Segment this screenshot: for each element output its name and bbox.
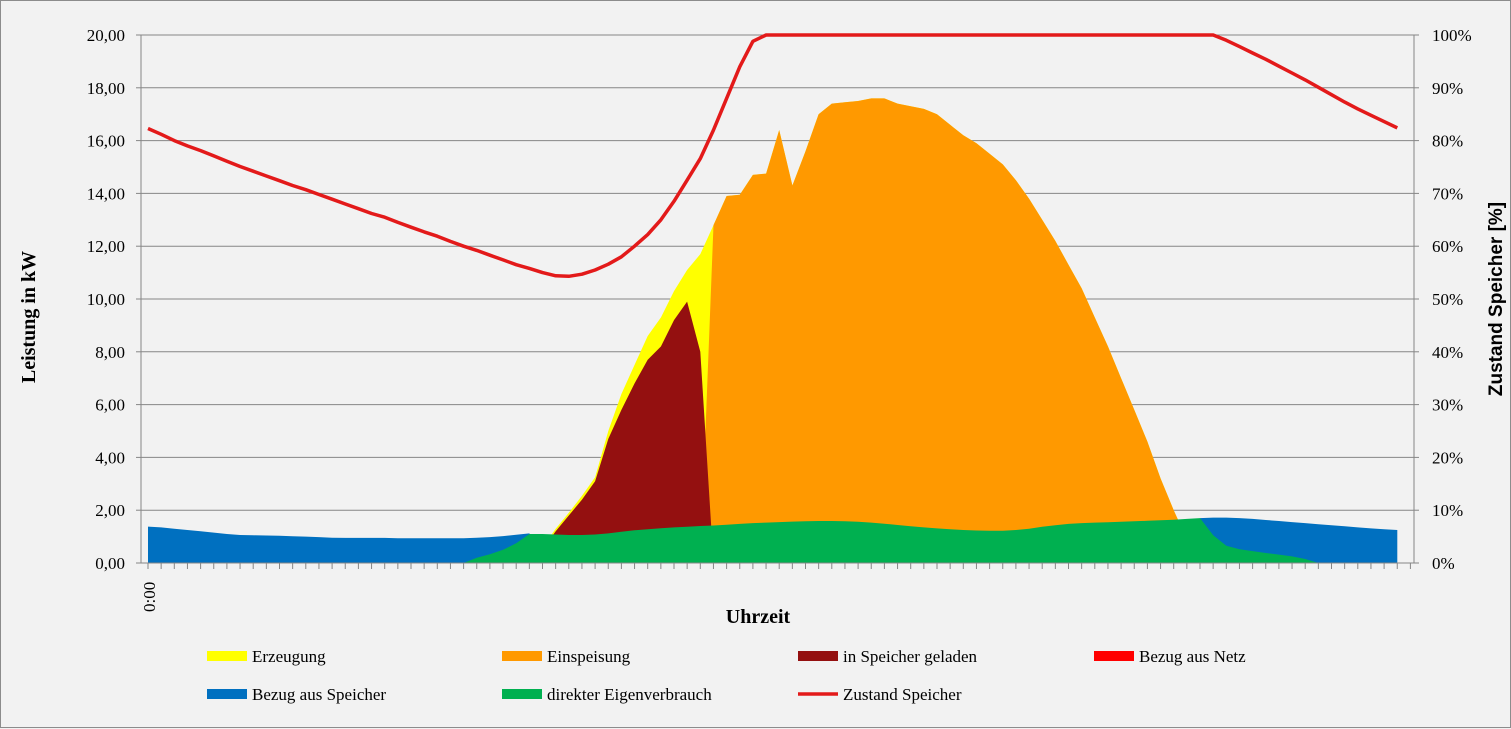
y-tick-labels: 0,00 2,00 4,00 6,00 8,00 10,00 12,00 14,00 16,00… bbox=[87, 26, 141, 573]
x-ticks bbox=[147, 563, 1411, 569]
y-tick-label: 16,00 bbox=[87, 132, 125, 151]
y-tick-label: 12,00 bbox=[87, 237, 125, 256]
x-tick-label-first: 0:00 bbox=[140, 582, 159, 612]
y2-tick-label: 100% bbox=[1432, 26, 1472, 45]
y2-tick-label: 70% bbox=[1432, 184, 1463, 203]
y-tick-label: 2,00 bbox=[95, 501, 125, 520]
y-tick-label: 20,00 bbox=[87, 26, 125, 45]
area-einspeisung bbox=[148, 98, 1398, 564]
y2-axis-title: Zustand Speicher [%] bbox=[1486, 202, 1507, 396]
y-axis-title: Leistung in kW bbox=[18, 251, 40, 383]
legend: Erzeugung Einspeisung in Speicher geladen B… bbox=[207, 647, 1246, 704]
y-tick-label: 14,00 bbox=[87, 184, 125, 203]
legend-label: direkter Eigenverbrauch bbox=[547, 685, 712, 704]
legend-item-bezug-aus-netz: Bezug aus Netz bbox=[1094, 647, 1246, 666]
y-tick-label: 8,00 bbox=[95, 343, 125, 362]
area-bezug-aus-speicher bbox=[148, 517, 1398, 563]
area-series bbox=[148, 98, 1398, 564]
y-tick-label: 4,00 bbox=[95, 448, 125, 467]
y-tick-label: 6,00 bbox=[95, 396, 125, 415]
legend-item-erzeugung: Erzeugung bbox=[207, 647, 326, 666]
legend-item-direkter-eigenverbrauch: direkter Eigenverbrauch bbox=[502, 685, 712, 704]
y2-tick-label: 0% bbox=[1432, 554, 1455, 573]
legend-label: Bezug aus Netz bbox=[1139, 647, 1246, 666]
x-axis-title: Uhrzeit bbox=[726, 606, 791, 628]
legend-swatch bbox=[1094, 651, 1134, 661]
y2-tick-label: 30% bbox=[1432, 396, 1463, 415]
y2-tick-label: 10% bbox=[1432, 501, 1463, 520]
y2-tick-label: 80% bbox=[1432, 132, 1463, 151]
y2-tick-label: 90% bbox=[1432, 79, 1463, 98]
legend-swatch bbox=[207, 651, 247, 661]
legend-label: Zustand Speicher bbox=[843, 685, 962, 704]
legend-item-zustand-speicher: Zustand Speicher bbox=[798, 685, 962, 704]
legend-item-in-speicher-geladen: in Speicher geladen bbox=[798, 647, 978, 666]
y2-tick-label: 20% bbox=[1432, 448, 1463, 467]
legend-item-einspeisung: Einspeisung bbox=[502, 647, 631, 666]
y2-tick-labels: 0% 10% 20% 30% 40% 50% 60% 70% 80% 90% 100% bbox=[1414, 26, 1472, 573]
y-tick-label: 18,00 bbox=[87, 79, 125, 98]
legend-item-bezug-aus-speicher: Bezug aus Speicher bbox=[207, 685, 386, 704]
legend-swatch bbox=[502, 689, 542, 699]
legend-label: in Speicher geladen bbox=[843, 647, 978, 666]
legend-swatch bbox=[502, 651, 542, 661]
legend-label: Einspeisung bbox=[547, 647, 631, 666]
legend-swatch bbox=[798, 651, 838, 661]
y-tick-label: 10,00 bbox=[87, 290, 125, 309]
line-series bbox=[147, 33, 1399, 279]
area-direkter-eigenverbrauch bbox=[148, 518, 1398, 563]
y-tick-label: 0,00 bbox=[95, 554, 125, 573]
y2-tick-label: 50% bbox=[1432, 290, 1463, 309]
y2-tick-label: 40% bbox=[1432, 343, 1463, 362]
line-zustand-speicher bbox=[147, 33, 1399, 279]
legend-swatch bbox=[207, 689, 247, 699]
legend-label: Erzeugung bbox=[252, 647, 326, 666]
y2-tick-label: 60% bbox=[1432, 237, 1463, 256]
legend-label: Bezug aus Speicher bbox=[252, 685, 386, 704]
